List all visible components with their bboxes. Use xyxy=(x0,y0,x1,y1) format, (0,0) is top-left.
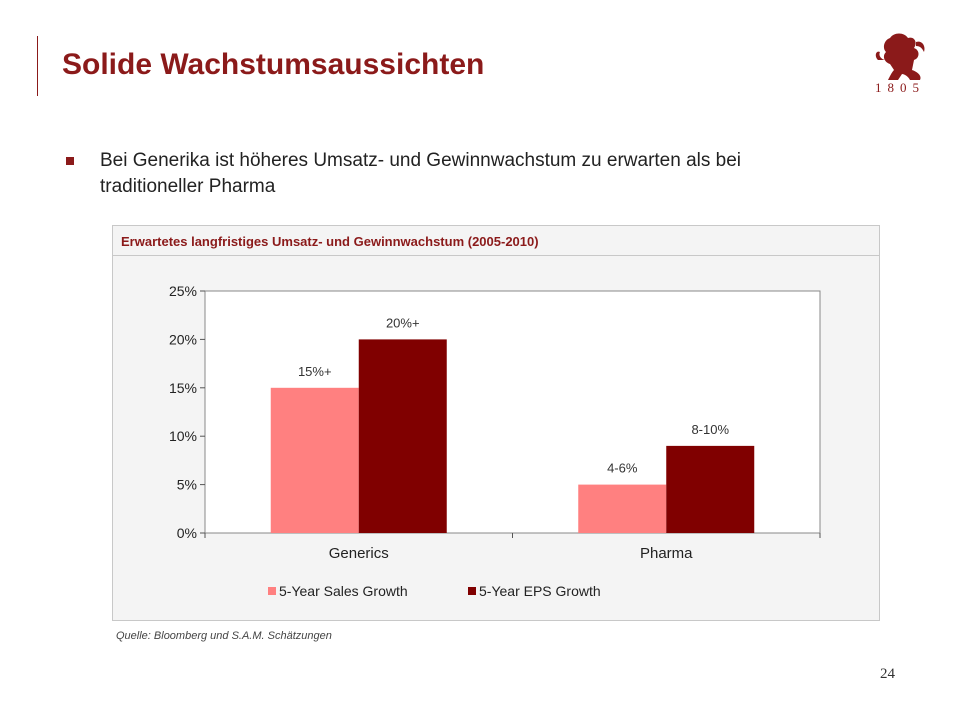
bullet-text: Bei Generika ist höheres Umsatz- und Gew… xyxy=(100,150,742,197)
y-tick-label: 10% xyxy=(169,428,197,444)
x-category-label: Generics xyxy=(329,545,389,562)
title-accent-rule xyxy=(37,36,38,96)
y-tick-label: 0% xyxy=(177,525,197,541)
logo-year: 1805 xyxy=(875,80,925,95)
legend-label: 5-Year EPS Growth xyxy=(479,583,601,599)
bullet-square-icon xyxy=(66,157,74,165)
bar-sales-generics xyxy=(270,387,359,533)
bar-eps-pharma xyxy=(666,445,755,533)
x-category-label: Pharma xyxy=(640,545,693,562)
y-tick-label: 5% xyxy=(177,477,197,493)
bar-eps-generics xyxy=(358,339,447,533)
source-note: Quelle: Bloomberg und S.A.M. Schätzungen xyxy=(116,630,332,642)
lion-logo-icon xyxy=(875,33,925,80)
chart-panel: Erwartetes langfristiges Umsatz- und Gew… xyxy=(112,225,880,621)
bar-chart: 0% 5% 10% 15% 20% 25% 15%+ 20%+ Generics 4-6% 8-1… xyxy=(169,283,821,599)
legend-label: 5-Year Sales Growth xyxy=(279,583,408,599)
data-label: 15%+ xyxy=(298,364,332,379)
y-tick-label: 15% xyxy=(169,380,197,396)
legend-swatch xyxy=(268,587,276,595)
legend-swatch xyxy=(468,587,476,595)
bullet-item: Bei Generika ist höheres Umsatz- und Gew… xyxy=(66,148,846,200)
bar-sales-pharma xyxy=(578,484,667,533)
data-label: 8-10% xyxy=(691,422,729,437)
data-label: 4-6% xyxy=(607,461,638,476)
data-label: 20%+ xyxy=(386,315,420,330)
y-tick-label: 25% xyxy=(169,283,197,299)
slide-title: Solide Wachstumsaussichten xyxy=(62,48,485,81)
y-tick-label: 20% xyxy=(169,331,197,347)
page-number: 24 xyxy=(880,666,895,682)
chart-title: Erwartetes langfristiges Umsatz- und Gew… xyxy=(113,226,879,256)
